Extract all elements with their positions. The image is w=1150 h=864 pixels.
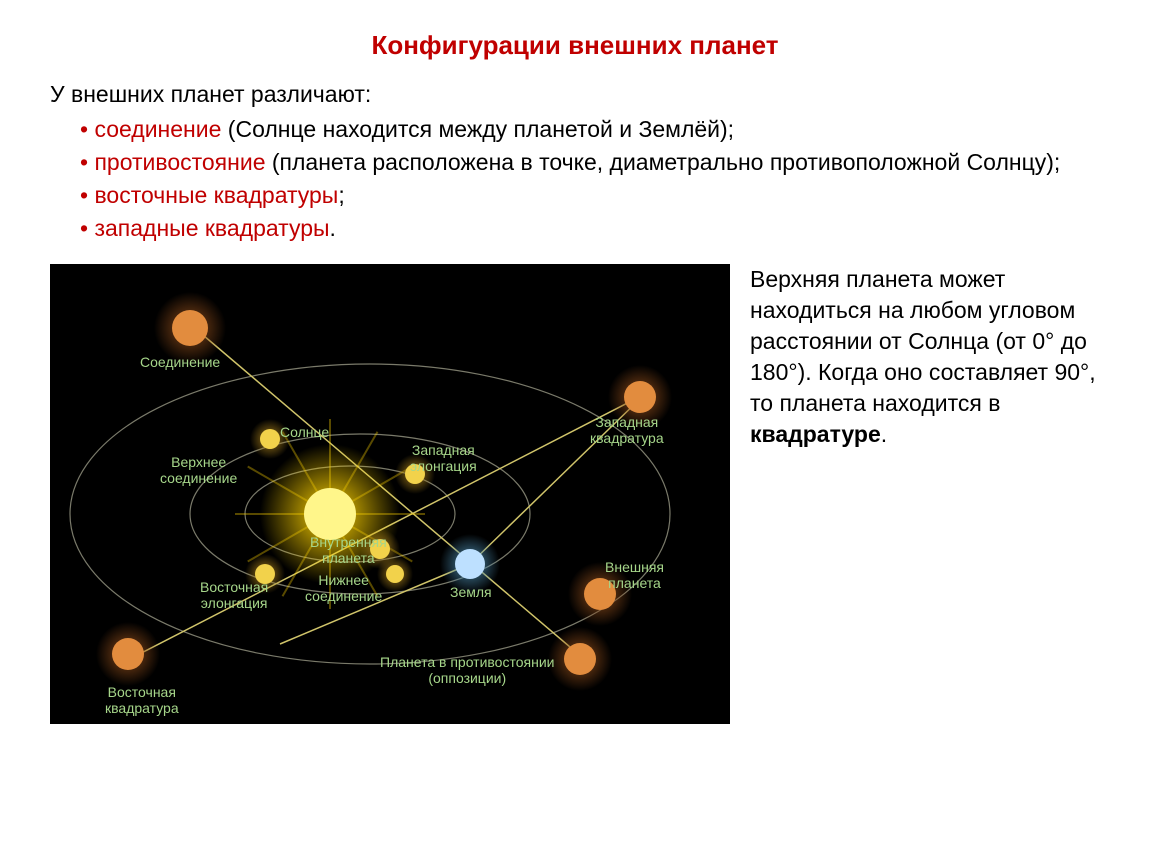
term: противостояние <box>94 149 265 175</box>
diagram-label: Западнаяэлонгация <box>410 442 477 474</box>
term: восточные квадратуры <box>94 182 338 208</box>
bullet-item: восточные квадратуры; <box>80 180 1100 211</box>
term-rest: . <box>330 215 336 241</box>
diagram-label: Земля <box>450 584 492 600</box>
orbit-diagram: Соединение Солнце Верхнеесоединение Западна… <box>50 264 730 724</box>
bullet-item: соединение (Солнце находится между плане… <box>80 114 1100 145</box>
diagram-label: Внутренняяпланета <box>310 534 387 566</box>
term-rest: (Солнце находится между планетой и Землё… <box>221 116 734 142</box>
term: соединение <box>94 116 221 142</box>
side-bold: квадратуре <box>750 421 881 447</box>
page-title: Конфигурации внешних планет <box>50 30 1100 61</box>
main-row: Соединение Солнце Верхнеесоединение Западна… <box>50 264 1100 724</box>
diagram-label: Нижнеесоединение <box>305 572 382 604</box>
term: западные квадратуры <box>94 215 329 241</box>
diagram-label: Западнаяквадратура <box>590 414 664 446</box>
bullet-item: противостояние (планета расположена в то… <box>80 147 1100 178</box>
bullet-item: западные квадратуры. <box>80 213 1100 244</box>
side-text: Верхняя планета может находиться на любо… <box>750 264 1100 450</box>
diagram-label: Соединение <box>140 354 220 370</box>
side-pre: Верхняя планета может находиться на любо… <box>750 266 1096 416</box>
diagram-label: Верхнеесоединение <box>160 454 237 486</box>
diagram-label: Внешняяпланета <box>605 559 664 591</box>
term-rest: (планета расположена в точке, диаметраль… <box>265 149 1060 175</box>
diagram-label: Восточнаяквадратура <box>105 684 179 716</box>
term-rest: ; <box>338 182 344 208</box>
intro-text: У внешних планет различают: <box>50 81 1100 108</box>
diagram-label: Солнце <box>280 424 329 440</box>
side-post: . <box>881 421 887 447</box>
diagram-label: Планета в противостоянии(оппозиции) <box>380 654 554 686</box>
bullet-list: соединение (Солнце находится между плане… <box>50 114 1100 244</box>
diagram-label: Восточнаяэлонгация <box>200 579 268 611</box>
